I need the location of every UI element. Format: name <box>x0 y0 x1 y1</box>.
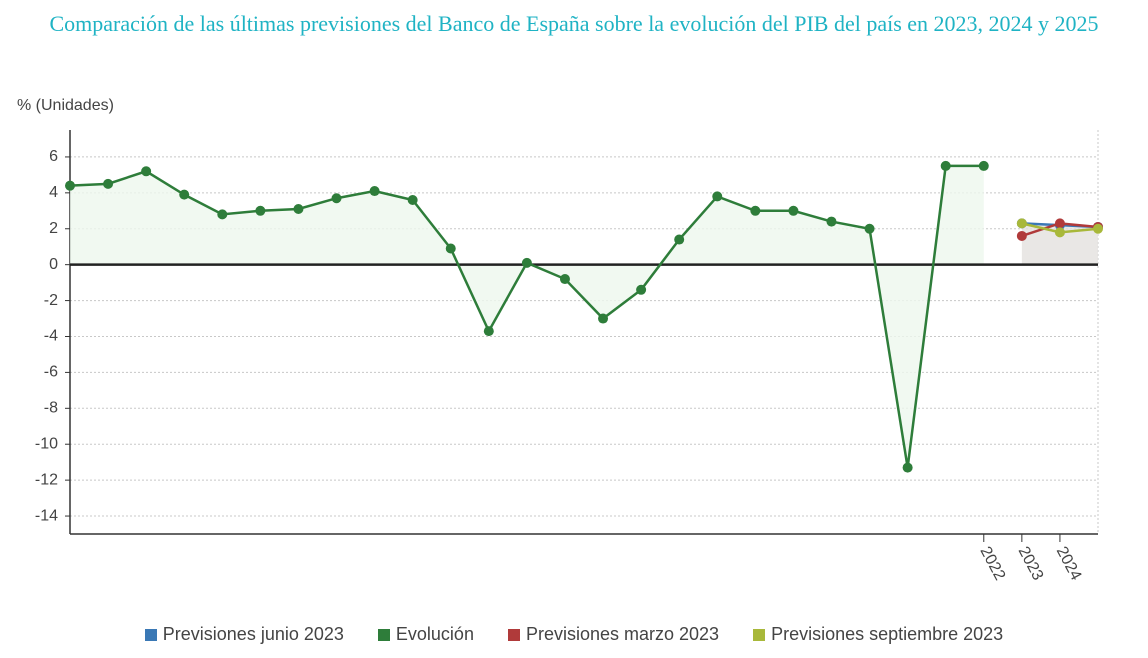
legend-swatch <box>507 628 520 641</box>
data-point <box>293 204 304 215</box>
data-point <box>902 462 913 473</box>
chart-title: Comparación de las últimas previsiones d… <box>49 11 1099 36</box>
y-tick-label: -8 <box>44 400 58 417</box>
y-tick-label: 2 <box>49 220 58 237</box>
legend: Previsiones junio 2023 Evolución Prevision… <box>0 624 1148 645</box>
data-point <box>712 191 723 202</box>
data-point <box>598 313 609 324</box>
legend-swatch <box>377 628 390 641</box>
data-point <box>978 160 989 171</box>
data-point <box>1054 227 1065 238</box>
data-point <box>1016 230 1027 241</box>
x-tick-label: 2023 <box>1015 544 1047 584</box>
data-point <box>1054 218 1065 229</box>
data-point <box>559 274 570 285</box>
legend-label: Previsiones junio 2023 <box>162 624 344 644</box>
data-point <box>369 186 380 197</box>
y-tick-label: 6 <box>49 148 58 165</box>
data-point <box>864 223 875 234</box>
legend-item[interactable]: Previsiones septiembre 2023 <box>753 624 1003 645</box>
data-point <box>1093 223 1103 234</box>
y-tick-label: -2 <box>44 292 58 309</box>
legend-item[interactable]: Previsiones marzo 2023 <box>507 624 720 645</box>
legend-label: Evolución <box>395 624 474 644</box>
y-tick-label: -4 <box>44 328 58 345</box>
y-tick-label: 0 <box>49 256 58 273</box>
data-point <box>217 209 228 220</box>
data-point <box>255 205 266 216</box>
legend-item[interactable]: Previsiones junio 2023 <box>144 624 344 645</box>
data-point <box>788 205 799 216</box>
data-point <box>940 160 951 171</box>
data-point <box>179 189 190 200</box>
data-point <box>141 166 152 177</box>
x-tick-label: 2024 <box>1053 544 1085 584</box>
y-tick-label: -10 <box>35 435 58 452</box>
legend-label: Previsiones marzo 2023 <box>525 624 720 644</box>
data-point <box>445 243 456 254</box>
legend-swatch <box>144 628 157 641</box>
y-tick-label: 4 <box>49 184 58 201</box>
x-tick-label: 2022 <box>977 544 1009 584</box>
data-point <box>674 234 685 245</box>
data-point <box>331 193 342 204</box>
data-point <box>521 257 532 268</box>
data-point <box>65 180 75 191</box>
data-point <box>1016 218 1027 229</box>
legend-swatch <box>753 628 766 641</box>
y-tick-label: -12 <box>35 471 58 488</box>
y-axis-label: % (Unidades) <box>17 97 114 114</box>
data-point <box>103 178 114 189</box>
area <box>70 165 984 468</box>
y-tick-label: -6 <box>44 364 58 381</box>
data-point <box>483 326 494 337</box>
legend-item[interactable]: Evolución <box>377 624 474 645</box>
data-point <box>407 195 418 206</box>
data-point <box>826 216 837 227</box>
area <box>1021 223 1098 265</box>
legend-label: Previsiones septiembre 2023 <box>771 624 1004 644</box>
y-tick-label: -14 <box>35 507 58 524</box>
data-point <box>750 205 761 216</box>
data-point <box>636 284 647 295</box>
